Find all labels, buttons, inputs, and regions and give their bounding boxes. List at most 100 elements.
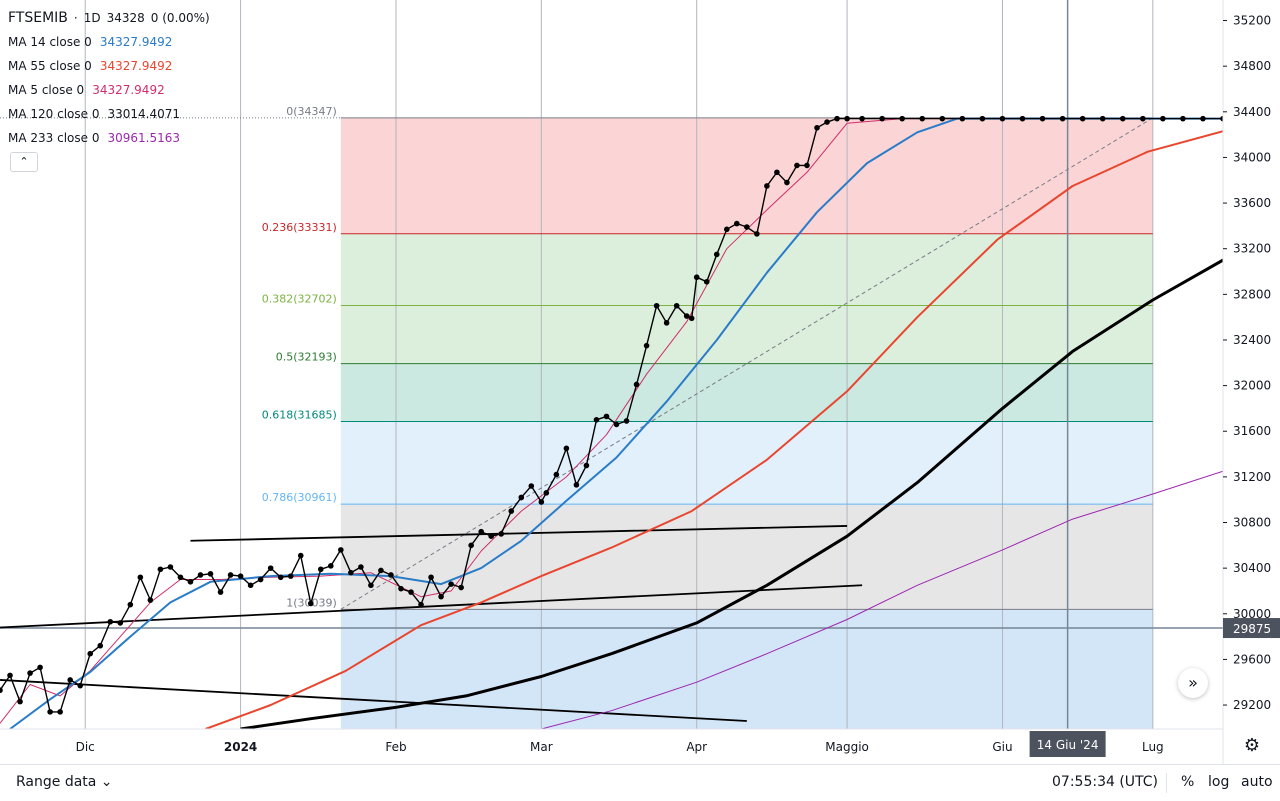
price-point (1059, 115, 1066, 122)
price-point (844, 115, 850, 122)
fib-zone (340, 233, 1153, 306)
ma-value: 34327.9492 (99, 35, 173, 49)
legend-ma-14[interactable]: MA 14 close 0 34327.9492 (8, 30, 210, 54)
price-axis-label: 29600 (1233, 652, 1271, 666)
crosshair-date-badge (1029, 731, 1106, 757)
price-point (683, 313, 690, 319)
price-point (17, 698, 23, 705)
price-point (187, 579, 194, 585)
percent-scale-toggle[interactable]: % (1181, 774, 1195, 790)
price-axis-label: 34800 (1233, 59, 1271, 73)
price-point (438, 593, 444, 600)
fib-zone (340, 305, 1153, 364)
date-range-button[interactable]: Range data ⌄ (16, 774, 113, 790)
price-point (287, 573, 294, 579)
price-point (47, 709, 53, 715)
price-point (1180, 115, 1186, 122)
ma-label: MA 55 close 0 (8, 59, 92, 73)
interval[interactable]: 1D (83, 11, 101, 25)
price-point (137, 574, 144, 581)
price-point (418, 601, 424, 608)
toolbar-divider (1166, 773, 1167, 793)
ma-line-ma-233 (541, 470, 1223, 729)
price-point (328, 563, 334, 569)
price-point (518, 494, 525, 501)
price-point (57, 709, 63, 715)
legend-ma-120[interactable]: MA 120 close 0 33014.4071 (8, 102, 210, 126)
price-point (794, 162, 800, 169)
price-point (1079, 115, 1086, 122)
price-point (959, 115, 966, 122)
auto-scale-toggle[interactable]: auto (1241, 774, 1273, 790)
price-point (623, 418, 630, 424)
price-point (107, 618, 114, 625)
ma-value: 33014.4071 (107, 107, 180, 121)
crosshair-price-label: 29875 (1233, 622, 1271, 636)
legend-ma-55[interactable]: MA 55 close 0 34327.9492 (8, 54, 210, 78)
fib-zone (340, 363, 1153, 422)
ma-label: MA 5 close 0 (8, 83, 85, 97)
price-point (744, 224, 750, 230)
price-axis-label: 31600 (1233, 424, 1271, 438)
price-point (508, 508, 515, 514)
price-point (814, 124, 820, 131)
price-point (563, 445, 570, 452)
collapse-legend-button[interactable]: ⌃ (10, 152, 38, 172)
price-point (127, 601, 134, 608)
symbol-name[interactable]: FTSEMIB (8, 10, 68, 26)
price-axis-label: 30800 (1233, 516, 1271, 530)
time-axis-label: Apr (686, 740, 707, 754)
price-point (633, 381, 640, 388)
trendline-lower-channel (0, 584, 863, 629)
price-line (0, 117, 1223, 713)
price-axis-label: 30400 (1233, 561, 1271, 575)
price-point (543, 490, 550, 496)
price-point (27, 670, 33, 676)
price-point (177, 574, 184, 581)
scroll-to-realtime-button[interactable]: » (1178, 668, 1208, 698)
utc-clock[interactable]: 07:55:34 (UTC) (1052, 774, 1159, 790)
price-point (1220, 115, 1223, 122)
last-price: 34328 (106, 11, 145, 25)
price-point (7, 672, 13, 679)
price-point (734, 220, 740, 227)
fib-level-label: 0.618(31685) (262, 409, 337, 422)
gear-icon[interactable]: ⚙ (1243, 735, 1261, 756)
legend-ma-5[interactable]: MA 5 close 0 34327.9492 (8, 78, 210, 102)
price-point (693, 274, 700, 281)
price-point (603, 413, 610, 420)
ma-label: MA 233 close 0 (8, 131, 100, 145)
price-point (167, 564, 174, 570)
ma-value: 30961.5163 (107, 131, 180, 145)
price-point (217, 589, 224, 595)
price-point (398, 585, 404, 592)
price-point (428, 574, 434, 581)
price-point (879, 115, 885, 122)
price-point (1099, 115, 1106, 122)
price-point (764, 183, 770, 189)
ma-line-ma-5 (0, 118, 1223, 724)
trendline-support (0, 679, 747, 722)
price-point (713, 251, 720, 258)
fib-level-label: 0.5(32193) (276, 351, 337, 364)
price-point (1019, 115, 1026, 122)
time-axis-label: Giu (992, 740, 1012, 754)
legend-ma-233[interactable]: MA 233 close 0 30961.5163 (8, 126, 210, 150)
log-scale-toggle[interactable]: log (1208, 774, 1230, 790)
price-axis-label: 30000 (1233, 607, 1271, 621)
price-point (498, 531, 505, 537)
plot-area: 0(34347) 0.236(33331) 0.382(32702) 0.5(3219… (0, 0, 1223, 729)
price-point (834, 115, 840, 122)
price-point (237, 573, 244, 579)
price-change: 0 (0.00%) (150, 11, 210, 25)
price-point (348, 569, 354, 576)
price-point (147, 597, 154, 603)
price-point (67, 677, 73, 683)
price-point (673, 302, 680, 309)
price-point (478, 528, 484, 535)
price-point (1119, 115, 1126, 122)
trendline-upper-channel (190, 525, 848, 542)
price-point (1160, 115, 1166, 122)
time-axis-label: 2024 (224, 740, 257, 754)
